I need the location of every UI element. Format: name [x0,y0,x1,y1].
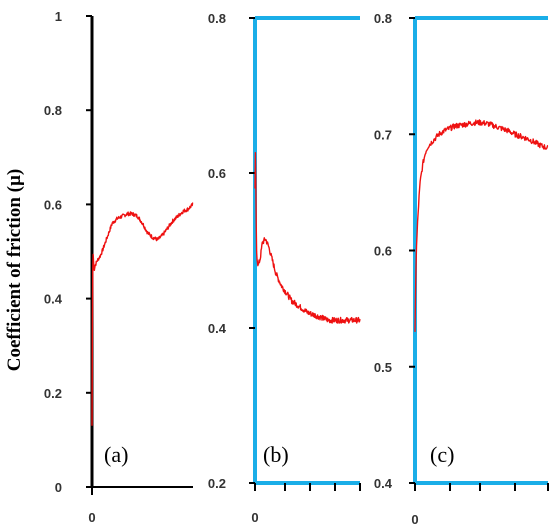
panel-label: (c) [430,442,454,467]
x-tick-label: 0 [88,510,95,525]
panel-label: (a) [104,442,128,467]
x-tick-label: 0 [411,512,418,527]
x-tick-label: 0 [251,510,258,525]
y-tick-label: 0.2 [44,386,62,401]
y-tick-label: 0.6 [44,197,62,212]
y-tick-label: 0.8 [374,11,392,26]
y-axis-label: Coefficient of friction (µ) [4,169,25,371]
y-tick-label: 0.6 [208,166,226,181]
friction-series-line [91,202,194,426]
panel-b: 0.2 0.4 0.6 0.8 0 (b) [208,11,361,525]
y-tick-label: 0.8 [208,11,226,26]
y-tick-label: 0.4 [374,476,393,491]
friction-series-line [414,119,549,332]
y-tick-label: 0.6 [374,244,392,259]
y-tick-label: 0.7 [374,127,392,142]
y-tick-label: 0.5 [374,360,392,375]
y-tick-label: 0.8 [44,103,62,118]
y-tick-label: 0.2 [208,476,226,491]
friction-series-line [254,152,361,324]
panel-c: 0.4 0.5 0.6 0.7 0.8 0 (c) [374,11,549,527]
panel-label: (b) [263,442,289,467]
y-tick-label: 1 [55,9,62,24]
y-tick-label: 0 [55,480,62,495]
y-tick-label: 0.4 [44,292,63,307]
y-tick-label: 0.4 [208,321,227,336]
panel-a: 0 0.2 0.4 0.6 0.8 1 0 (a) [44,9,194,525]
